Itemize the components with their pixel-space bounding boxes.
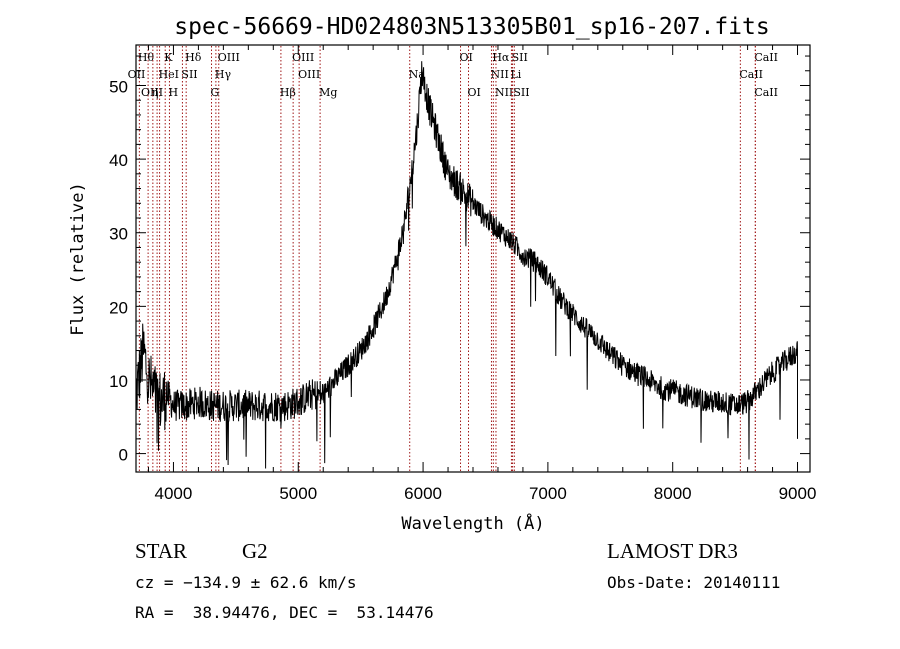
marker-label: OIII: [218, 51, 240, 64]
marker-label: SII: [512, 51, 528, 64]
marker-label: OI: [460, 51, 473, 64]
x-axis: 4000 5000 6000 7000 8000 9000: [147, 45, 817, 503]
marker-label: NII: [495, 86, 513, 99]
marker-label: OIII: [292, 51, 314, 64]
marker-label: SII: [181, 68, 197, 81]
spectrum-line: [136, 61, 798, 469]
y-tick-label: 0: [119, 446, 128, 465]
marker-label: CaII: [739, 68, 763, 81]
y-tick-label: 30: [109, 225, 128, 244]
marker-label: Mg: [319, 86, 337, 99]
marker-label: H: [168, 86, 178, 99]
y-tick-label: 20: [109, 298, 128, 317]
x-tick-label: 4000: [155, 484, 193, 503]
marker-label: Li: [510, 68, 521, 81]
marker-label: G: [211, 86, 220, 99]
chart-title: spec-56669-HD024803N513305B01_sp16-207.f…: [174, 14, 769, 40]
subclass: G2: [242, 539, 268, 563]
y-axis-label: Flux (relative): [68, 182, 88, 336]
marker-label: Hα: [492, 51, 510, 64]
marker-label: CaII: [754, 86, 778, 99]
spectrum-series: [136, 61, 798, 469]
marker-label: η: [152, 86, 159, 99]
object-type: STAR: [135, 539, 187, 563]
x-tick-label: 7000: [529, 484, 567, 503]
y-tick-label: 10: [109, 372, 128, 391]
y-tick-label: 50: [109, 77, 128, 96]
marker-label: Hγ: [215, 68, 232, 81]
marker-label: OIII: [141, 86, 163, 99]
y-tick-label: 40: [109, 151, 128, 170]
y-axis: 0 10 20 30 40 50: [109, 55, 810, 465]
marker-label: HeI: [159, 68, 179, 81]
marker-label: OIII: [298, 68, 320, 81]
coordinates: RA = 38.94476, DEC = 53.14476: [135, 603, 434, 622]
x-tick-label: 9000: [779, 484, 817, 503]
marker-label: Hβ: [280, 86, 296, 99]
marker-label: CaII: [754, 51, 778, 64]
x-tick-label: 8000: [654, 484, 692, 503]
marker-label: OI: [468, 86, 481, 99]
x-tick-label: 5000: [279, 484, 317, 503]
obs-date: Obs-Date: 20140111: [607, 573, 781, 592]
marker-label: Hθ: [138, 51, 155, 64]
velocity-readout: cz = −134.9 ± 62.6 km/s: [135, 573, 357, 592]
survey-name: LAMOST DR3: [607, 539, 738, 563]
marker-label: Hδ: [185, 51, 202, 64]
marker-label: NII: [490, 68, 508, 81]
x-tick-label: 6000: [404, 484, 442, 503]
marker-label: SII: [513, 86, 529, 99]
x-axis-label: Wavelength (Å): [401, 512, 544, 534]
marker-label: K: [164, 51, 173, 64]
